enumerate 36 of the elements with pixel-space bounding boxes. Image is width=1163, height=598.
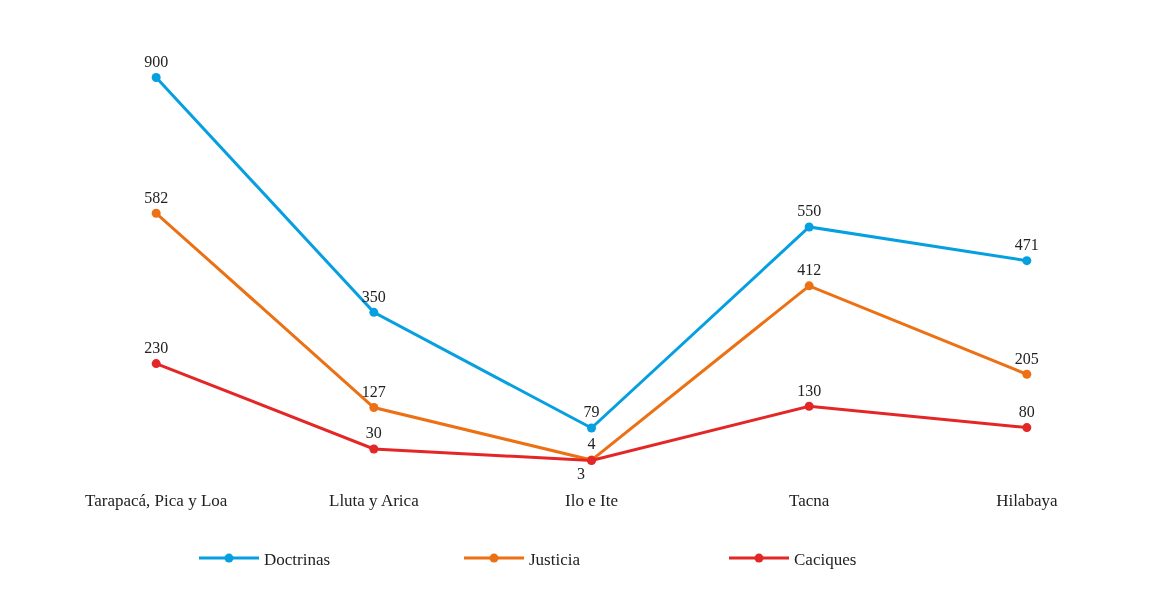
data-label: 205 [1014, 349, 1039, 367]
legend-label: Caciques [794, 549, 857, 569]
point [151, 208, 161, 218]
data-label: 30 [365, 424, 382, 442]
x-tick-label: Tacna [788, 491, 830, 510]
x-tick-label: Hilabaya [996, 491, 1058, 510]
x-tick-label: Lluta y Arica [328, 491, 420, 510]
data-label: 582 [144, 188, 169, 206]
data-label: 130 [797, 381, 822, 399]
point [804, 281, 814, 291]
data-label: 79 [583, 403, 600, 421]
x-tick-label: Ilo e Ite [565, 491, 618, 510]
data-label: 230 [144, 338, 169, 356]
data-label: 80 [1018, 402, 1035, 420]
data-label: 471 [1014, 236, 1039, 254]
data-label: 3 [576, 465, 585, 483]
data-label: 350 [361, 287, 386, 305]
point [1022, 423, 1032, 433]
point [151, 73, 161, 83]
point [369, 307, 379, 317]
legend-label: Justicia [529, 549, 581, 569]
data-label: 412 [797, 261, 822, 279]
legend-label: Doctrinas [264, 549, 331, 569]
data-label: 900 [144, 52, 169, 70]
point [369, 403, 379, 413]
point [1022, 369, 1032, 379]
point [151, 359, 161, 369]
point [587, 423, 596, 433]
x-tick-label: Tarapacá, Pica y Loa [85, 491, 228, 510]
point [369, 444, 379, 454]
point [804, 401, 814, 411]
data-label: 127 [361, 382, 386, 400]
data-label: 4 [587, 435, 596, 453]
point [804, 222, 814, 232]
point [1022, 256, 1032, 266]
data-label: 550 [797, 202, 822, 220]
